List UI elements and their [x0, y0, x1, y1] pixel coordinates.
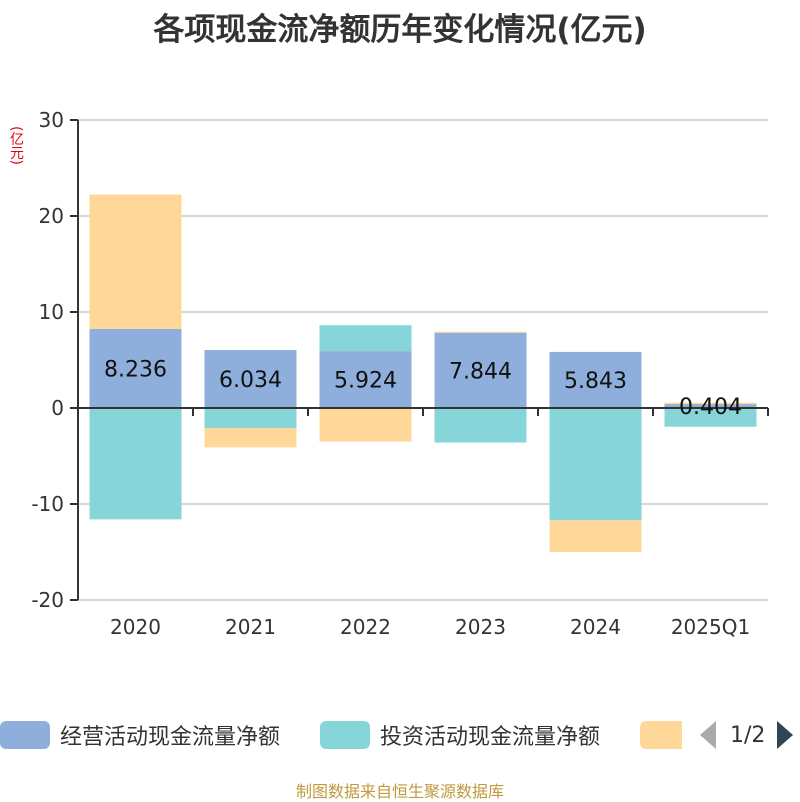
bar-2023-series-2[interactable]: [434, 331, 527, 333]
bar-2020-series-0[interactable]: [89, 328, 182, 408]
legend-label-operating: 经营活动现金流量净额: [60, 725, 281, 750]
bar-2025Q1-series-0[interactable]: [664, 404, 757, 408]
legend: 经营活动现金流量净额 投资活动现金流量净额: [0, 718, 800, 752]
y-tick-label: 20: [39, 204, 64, 228]
bar-value-label-2025Q1: 0.404: [679, 395, 742, 420]
y-tick-label: -10: [31, 492, 64, 516]
bar-2023-series-1[interactable]: [434, 408, 527, 443]
grid-lines: [78, 119, 768, 601]
y-tick-label: 0: [51, 396, 64, 420]
bar-2020-series-1[interactable]: [89, 408, 182, 520]
data-source-footer: 制图数据来自恒生聚源数据库: [295, 782, 504, 801]
legend-label-investing: 投资活动现金流量净额: [380, 725, 601, 750]
legend-swatch-financing: [640, 721, 682, 749]
bar-value-label-2020: 8.236: [104, 357, 167, 382]
bar-2022-series-2[interactable]: [319, 408, 412, 442]
bar-2022-series-0[interactable]: [319, 351, 412, 408]
axes: 30 20 10 0 -10 -20 2020 2021 2022 2023 2024 2025Q1: [31, 108, 769, 639]
bar-value-label-2024: 5.843: [564, 369, 627, 394]
legend-item-operating[interactable]: 经营活动现金流量净额: [0, 718, 280, 752]
x-tick-label: 2021: [225, 615, 276, 639]
bar-2021-series-0[interactable]: [204, 350, 297, 408]
bars: [89, 194, 757, 552]
bar-2021-series-2[interactable]: [204, 428, 297, 448]
legend-prev-page-icon[interactable]: [700, 721, 716, 749]
bar-value-label-2022: 5.924: [334, 369, 397, 394]
bar-2024-series-1[interactable]: [549, 408, 642, 521]
y-tick-label: 10: [39, 300, 64, 324]
legend-item-investing[interactable]: 投资活动现金流量净额: [320, 718, 600, 752]
y-tick-label: -20: [31, 588, 64, 612]
y-axis-unit-label: (亿元): [8, 126, 24, 165]
bar-2024-series-0[interactable]: [549, 351, 642, 408]
x-tick-label: 2024: [570, 615, 621, 639]
bar-2021-series-1[interactable]: [204, 408, 297, 429]
legend-pager: 1/2: [700, 718, 794, 752]
bar-2025Q1-series-1[interactable]: [664, 408, 757, 427]
x-tick-label: 2025Q1: [671, 615, 750, 639]
x-tick-label: 2022: [340, 615, 391, 639]
bar-2025Q1-series-2[interactable]: [664, 402, 757, 405]
bar-2020-series-2[interactable]: [89, 194, 182, 329]
legend-swatch-investing: [320, 721, 370, 749]
legend-next-page-icon[interactable]: [777, 721, 794, 749]
legend-item-financing[interactable]: [640, 718, 682, 752]
bar-2024-series-2[interactable]: [549, 520, 642, 552]
bar-value-label-2023: 7.844: [449, 359, 512, 384]
bar-2023-series-0[interactable]: [434, 332, 527, 408]
legend-page-indicator: 1/2: [730, 722, 766, 748]
x-tick-label: 2020: [110, 615, 161, 639]
legend-swatch-operating: [0, 721, 50, 749]
y-tick-label: 30: [39, 108, 64, 132]
bar-2022-series-1[interactable]: [319, 325, 412, 352]
bar-value-label-2021: 6.034: [219, 368, 282, 393]
data-labels: 8.236 6.034 5.924 7.844 5.843 0.404: [104, 357, 742, 420]
x-tick-label: 2023: [455, 615, 506, 639]
chart-title: 各项现金流净额历年变化情况(亿元): [153, 12, 647, 48]
